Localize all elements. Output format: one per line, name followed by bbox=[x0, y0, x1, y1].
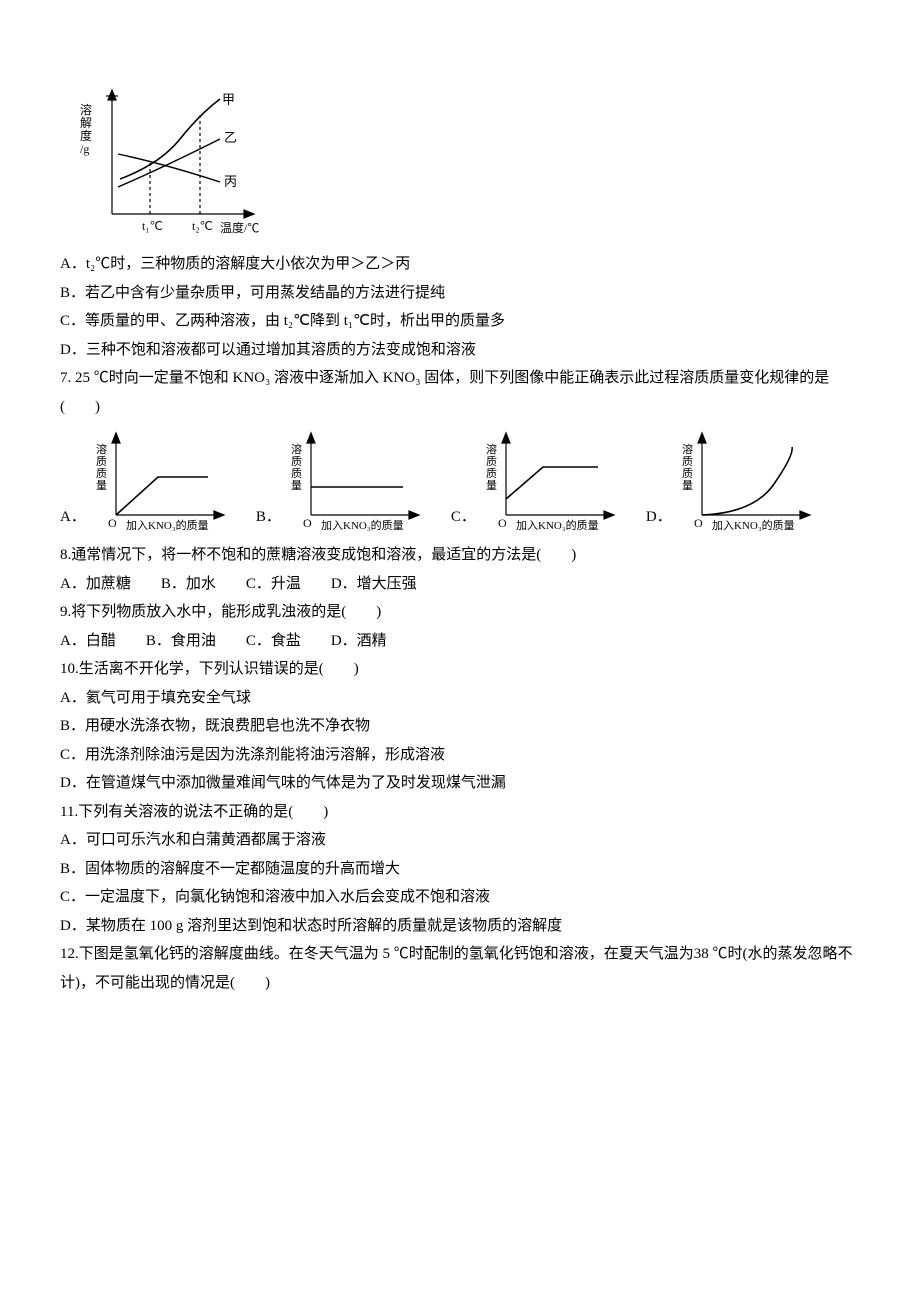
svg-text:加入KNO₃的质量: 加入KNO₃的质量 bbox=[516, 518, 599, 532]
svg-text:溶质质量: 溶质质量 bbox=[486, 442, 497, 492]
svg-text:加入KNO₃的质量: 加入KNO₃的质量 bbox=[126, 518, 209, 532]
q10-option-d: D．在管道煤气中添加微量难闻气味的气体是为了及时发现煤气泄漏 bbox=[60, 769, 860, 798]
q8-prompt: 8.通常情况下，将一杯不饱和的蔗糖溶液变成饱和溶液，最适宜的方法是( ) bbox=[60, 541, 860, 570]
q6-option-b: B．若乙中含有少量杂质甲，可用蒸发结晶的方法进行提纯 bbox=[60, 279, 860, 308]
tick-t2: t₂℃ bbox=[192, 219, 213, 233]
q7-option-a: A． 溶质质量 O 加入KNO₃的质量 bbox=[60, 429, 228, 537]
svg-text:O: O bbox=[108, 516, 117, 530]
q11-option-b: B．固体物质的溶解度不一定都随温度的升高而增大 bbox=[60, 855, 860, 884]
q10-option-c: C．用洗涤剂除油污是因为洗涤剂能将油污溶解，形成溶液 bbox=[60, 741, 860, 770]
q7-letter-c: C． bbox=[451, 503, 476, 538]
svg-text:O: O bbox=[694, 516, 703, 530]
q6-option-a: A．t₂℃时，三种物质的溶解度大小依次为甲＞乙＞丙 bbox=[60, 250, 860, 279]
q6-option-d: D．三种不饱和溶液都可以通过增加其溶质的方法变成饱和溶液 bbox=[60, 336, 860, 365]
svg-text:溶质质量: 溶质质量 bbox=[96, 442, 107, 492]
q11-prompt: 11.下列有关溶液的说法不正确的是( ) bbox=[60, 798, 860, 827]
q7-option-graphs: A． 溶质质量 O 加入KNO₃的质量 B． 溶质质量 bbox=[60, 429, 860, 537]
svg-text:O: O bbox=[303, 516, 312, 530]
q11-option-c: C．一定温度下，向氯化钠饱和溶液中加入水后会变成不饱和溶液 bbox=[60, 883, 860, 912]
solubility-curve-figure: 溶解度/g 温度/℃ t₁℃ t₂℃ 甲 乙 丙 bbox=[70, 84, 260, 242]
q10-option-a: A．氦气可用于填充安全气球 bbox=[60, 684, 860, 713]
q7-letter-a: A． bbox=[60, 503, 86, 538]
q7-prompt: 7. 25 ℃时向一定量不饱和 KNO₃ 溶液中逐渐加入 KNO₃ 固体，则下列… bbox=[60, 364, 860, 421]
q7-graph-b: 溶质质量 O 加入KNO₃的质量 bbox=[283, 429, 423, 537]
svg-text:O: O bbox=[498, 516, 507, 530]
svg-text:溶质质量: 溶质质量 bbox=[682, 442, 693, 492]
curve-label-b: 乙 bbox=[224, 130, 237, 145]
q12-prompt: 12.下图是氢氧化钙的溶解度曲线。在冬天气温为 5 ℃时配制的氢氧化钙饱和溶液，… bbox=[60, 940, 860, 997]
q7-graph-d: 溶质质量 O 加入KNO₃的质量 bbox=[674, 429, 814, 537]
q7-option-c: C． 溶质质量 O 加入KNO₃的质量 bbox=[451, 429, 618, 537]
q7-option-d: D． 溶质质量 O 加入KNO₃的质量 bbox=[646, 429, 814, 537]
q11-option-a: A．可口可乐汽水和白蒲黄酒都属于溶液 bbox=[60, 826, 860, 855]
q7-option-b: B． 溶质质量 O 加入KNO₃的质量 bbox=[256, 429, 423, 537]
q7-letter-d: D． bbox=[646, 503, 672, 538]
q7-graph-c: 溶质质量 O 加入KNO₃的质量 bbox=[478, 429, 618, 537]
y-axis-label: 溶解度/g bbox=[80, 102, 92, 156]
svg-text:加入KNO₃的质量: 加入KNO₃的质量 bbox=[712, 518, 795, 532]
tick-t1: t₁℃ bbox=[142, 219, 163, 233]
q7-letter-b: B． bbox=[256, 503, 281, 538]
svg-text:加入KNO₃的质量: 加入KNO₃的质量 bbox=[321, 518, 404, 532]
x-axis-label: 温度/℃ bbox=[220, 220, 259, 235]
curve-label-a: 甲 bbox=[222, 92, 235, 107]
q6-option-c: C．等质量的甲、乙两种溶液，由 t₂℃降到 t₁℃时，析出甲的质量多 bbox=[60, 307, 860, 336]
q11-option-d: D．某物质在 100 g 溶剂里达到饱和状态时所溶解的质量就是该物质的溶解度 bbox=[60, 912, 860, 941]
q9-options: A．白醋 B．食用油 C．食盐 D．酒精 bbox=[60, 627, 860, 656]
q7-graph-a: 溶质质量 O 加入KNO₃的质量 bbox=[88, 429, 228, 537]
q10-option-b: B．用硬水洗涤衣物，既浪费肥皂也洗不净衣物 bbox=[60, 712, 860, 741]
q8-options: A．加蔗糖 B．加水 C．升温 D．增大压强 bbox=[60, 570, 860, 599]
curve-label-c: 丙 bbox=[224, 174, 237, 189]
q9-prompt: 9.将下列物质放入水中，能形成乳浊液的是( ) bbox=[60, 598, 860, 627]
q10-prompt: 10.生活离不开化学，下列认识错误的是( ) bbox=[60, 655, 860, 684]
svg-text:溶质质量: 溶质质量 bbox=[291, 442, 302, 492]
